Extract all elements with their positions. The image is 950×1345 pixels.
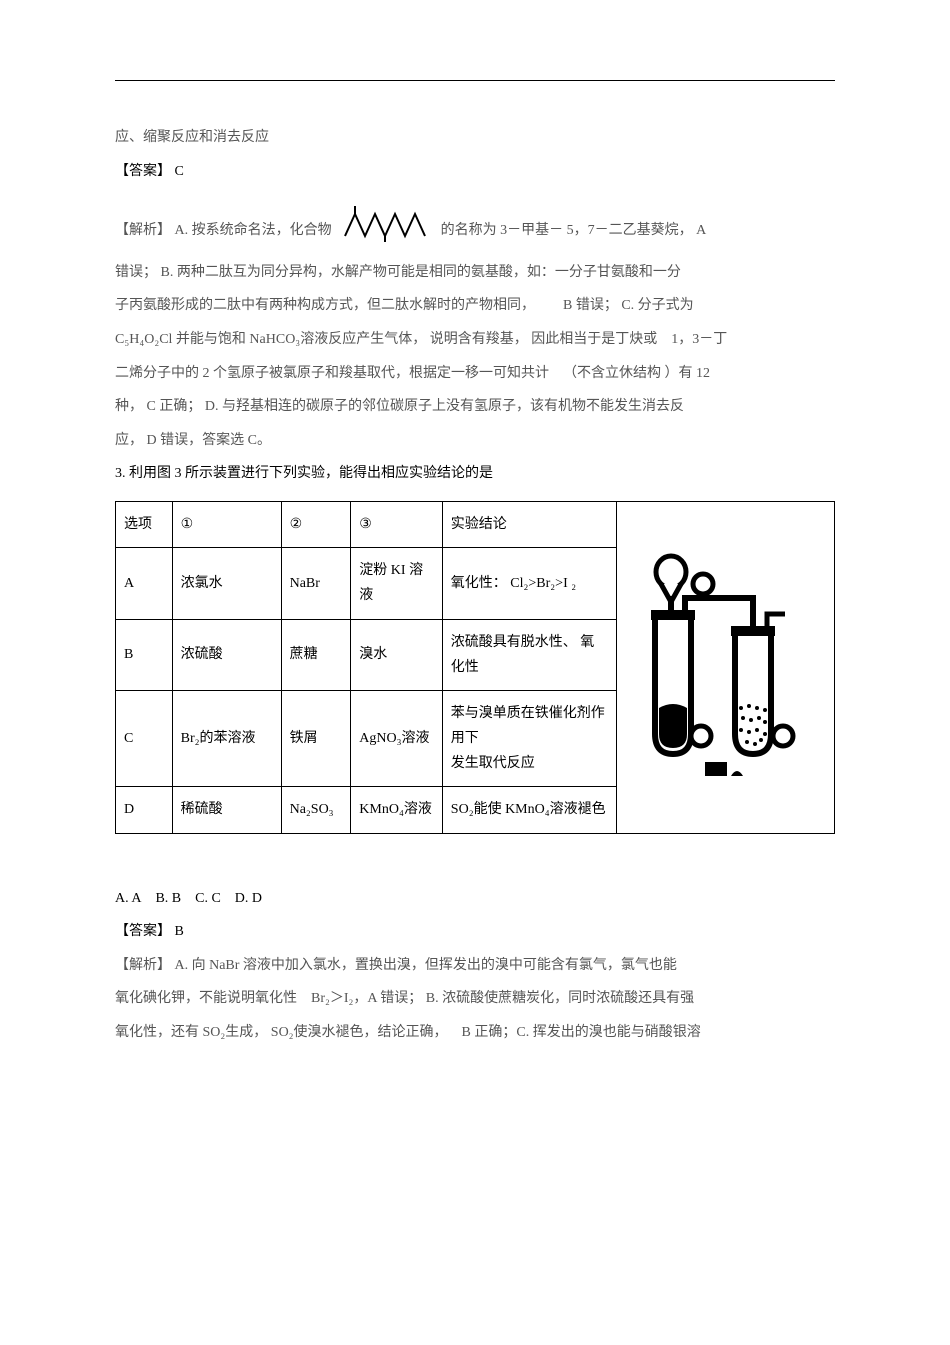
table-cell: C <box>116 690 173 787</box>
analysis-line: 二烯分子中的 2 个氢原子被氯原子和羧基取代，根据定一移一可知共计 （不含立休结… <box>115 357 835 391</box>
table-cell: 稀硫酸 <box>172 787 281 833</box>
table-cell: 浓硫酸具有脱水性、 氧化性 <box>442 619 616 690</box>
answer-label: 【答案】 C <box>115 155 835 189</box>
top-rule <box>115 80 835 81</box>
table-cell: Na₂SO₃ <box>281 787 351 833</box>
table-cell: 蔗糖 <box>281 619 351 690</box>
table-header: ③ <box>351 501 443 547</box>
table-header: ② <box>281 501 351 547</box>
spacer <box>115 864 835 882</box>
spacer <box>115 834 835 864</box>
analysis-line: 【解析】 A. 向 NaBr 溶液中加入氯水，置换出溴，但挥发出的溴中可能含有氯… <box>115 949 835 983</box>
table-cell: NaBr <box>281 548 351 619</box>
table-cell: 淀粉 KI 溶液 <box>351 548 443 619</box>
analysis-line: 种， C 正确； D. 与羟基相连的碳原子的邻位碳原子上没有氢原子，该有机物不能… <box>115 390 835 424</box>
table-cell: D <box>116 787 173 833</box>
table-cell: Br₂的苯溶液 <box>172 690 281 787</box>
table-row: 选项 ① ② ③ 实验结论 <box>116 501 835 547</box>
document-page: 应、缩聚反应和消去反应 【答案】 C 【解析】 A. 按系统命名法，化合物 的名… <box>0 0 950 1110</box>
experiment-table: 选项 ① ② ③ 实验结论 <box>115 501 835 834</box>
question-stem: 3. 利用图 3 所示装置进行下列实验，能得出相应实验结论的是 <box>115 457 835 491</box>
table-cell: SO₂能使 KMnO₄溶液褪色 <box>442 787 616 833</box>
analysis-line: 子丙氨酸形成的二肽中有两种构成方式，但二肽水解时的产物相同， B 错误； C. … <box>115 289 835 323</box>
table-header: 选项 <box>116 501 173 547</box>
analysis-post: 的名称为 3－甲基－ 5，7－二乙基葵烷， A <box>441 223 707 238</box>
table-cell: A <box>116 548 173 619</box>
table-cell: 氧化性： Cl₂>Br₂>I ₂ <box>442 548 616 619</box>
analysis-line: 错误； B. 两种二肽互为同分异构，水解产物可能是相同的氨基酸，如：一分子甘氨酸… <box>115 256 835 290</box>
table-header: 实验结论 <box>442 501 616 547</box>
table-cell: B <box>116 619 173 690</box>
analysis-line: 【解析】 A. 按系统命名法，化合物 的名称为 3－甲基－ 5，7－二乙基葵烷，… <box>115 206 835 256</box>
table-cell: 铁屑 <box>281 690 351 787</box>
analysis-line: C₅H₄O₂Cl 并能与饱和 NaHCO₃溶液反应产生气体， 说明含有羧基， 因… <box>115 323 835 357</box>
paragraph-line: 应、缩聚反应和消去反应 <box>115 121 835 155</box>
answer-label: 【答案】 B <box>115 915 835 949</box>
analysis-line: 氧化碘化钾，不能说明氧化性 Br₂＞I₂，A 错误； B. 浓硫酸使蔗糖炭化，同… <box>115 982 835 1016</box>
table-cell: AgNO₃溶液 <box>351 690 443 787</box>
table-cell: 浓氯水 <box>172 548 281 619</box>
structure-icon <box>341 206 431 256</box>
apparatus-cell <box>617 501 835 833</box>
analysis-pre: 【解析】 A. 按系统命名法，化合物 <box>115 223 332 238</box>
table-cell: KMnO₄溶液 <box>351 787 443 833</box>
apparatus-diagram-icon <box>625 538 805 788</box>
analysis-line: 应， D 错误，答案选 C。 <box>115 424 835 458</box>
analysis-line: 氧化性，还有 SO₂生成， SO₂使溴水褪色，结论正确， B 正确；C. 挥发出… <box>115 1016 835 1050</box>
options-line: A. A B. B C. C D. D <box>115 882 835 916</box>
spacer <box>115 188 835 206</box>
table-cell: 溴水 <box>351 619 443 690</box>
table-cell: 浓硫酸 <box>172 619 281 690</box>
table-header: ① <box>172 501 281 547</box>
table-cell: 苯与溴单质在铁催化剂作用下 发生取代反应 <box>442 690 616 787</box>
